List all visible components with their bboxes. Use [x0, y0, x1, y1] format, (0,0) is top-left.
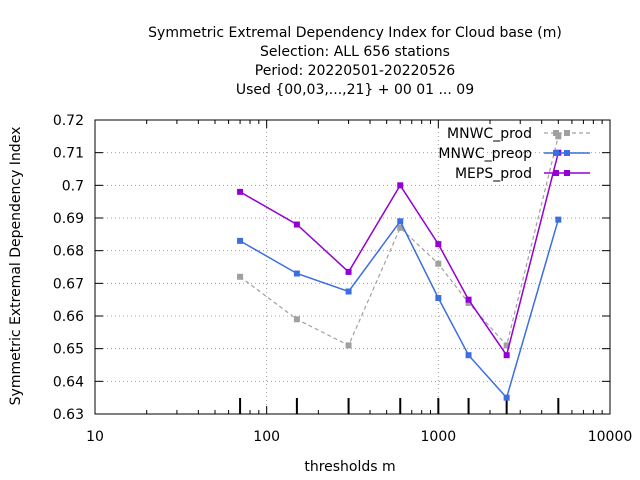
legend-label: MNWC_preop — [438, 146, 532, 162]
series-line-meps-prod — [239, 152, 560, 357]
data-point-mnwc-prod — [293, 316, 300, 323]
y-tick-label: 0.64 — [53, 374, 84, 390]
plot-border — [94, 119, 611, 415]
title-line: Used {00,03,...,21} + 00 01 ... 09 — [236, 82, 474, 98]
data-point-mnwc-prod — [435, 260, 442, 267]
x-tick-label: 10 — [86, 429, 104, 445]
legend-marker — [564, 150, 570, 156]
legend-marker — [564, 170, 570, 176]
series-line-mnwc-preop — [239, 219, 560, 400]
data-point-meps-prod — [237, 188, 244, 195]
data-point-mnwc-prod — [465, 299, 472, 306]
chart-legend: MNWC_prod MNWC_preop MEPS_prod — [438, 126, 590, 182]
chart-title: Symmetric Extremal Dependency Index for … — [148, 25, 562, 98]
data-point-mnwc-preop — [465, 352, 472, 359]
y-tick-label: 0.65 — [53, 342, 84, 358]
y-tick-label: 0.72 — [53, 113, 84, 129]
chart-series — [237, 133, 562, 401]
data-point-meps-prod — [465, 296, 472, 303]
data-point-mnwc-prod — [237, 273, 244, 280]
x-tick-label: 1000 — [421, 429, 457, 445]
legend-label: MNWC_prod — [447, 126, 532, 142]
y-tick-label: 0.66 — [53, 309, 84, 325]
data-point-mnwc-preop — [435, 295, 442, 302]
data-point-mnwc-preop — [555, 216, 562, 223]
x-axis-label: thresholds m — [304, 459, 395, 475]
data-point-meps-prod — [397, 182, 404, 189]
y-axis-label: Symmetric Extremal Dependency Index — [8, 127, 24, 406]
data-point-mnwc-preop — [237, 237, 244, 244]
y-axis-ticks: 0.63 0.64 0.65 0.66 0.67 0.68 0.69 0.7 0.71 0.72 — [53, 113, 610, 423]
data-point-meps-prod — [435, 241, 442, 248]
legend-marker — [553, 130, 559, 136]
legend-marker — [553, 150, 559, 156]
title-line: Period: 20220501-20220526 — [255, 63, 455, 79]
title-line: Selection: ALL 656 stations — [260, 44, 450, 60]
y-tick-label: 0.69 — [53, 211, 84, 227]
legend-marker — [553, 170, 559, 176]
y-tick-label: 0.7 — [62, 178, 84, 194]
y-tick-label: 0.67 — [53, 276, 84, 292]
x-axis-ticks: 10 100 1000 10000 — [86, 120, 632, 445]
x-tick-label: 10000 — [588, 429, 633, 445]
chart-grid — [95, 120, 610, 414]
data-point-meps-prod — [293, 221, 300, 228]
legend-label: MEPS_prod — [455, 166, 532, 182]
y-tick-label: 0.63 — [53, 407, 84, 423]
y-tick-label: 0.68 — [53, 244, 84, 260]
data-point-meps-prod — [345, 268, 352, 275]
data-point-mnwc-prod — [503, 342, 510, 349]
x-tick-label: 100 — [253, 429, 280, 445]
plot-frame — [94, 119, 611, 415]
data-point-mnwc-preop — [397, 218, 404, 225]
data-point-meps-prod — [503, 352, 510, 359]
title-line: Symmetric Extremal Dependency Index for … — [148, 25, 562, 41]
data-point-mnwc-preop — [293, 270, 300, 277]
data-point-mnwc-prod — [397, 224, 404, 231]
data-point-mnwc-prod — [555, 133, 562, 140]
series-line-mnwc-prod — [239, 136, 559, 347]
data-point-mnwc-prod — [345, 342, 352, 349]
data-point-mnwc-preop — [503, 394, 510, 401]
data-point-mnwc-preop — [345, 288, 352, 295]
legend-marker — [564, 130, 570, 136]
threshold-marks — [239, 398, 560, 414]
y-tick-label: 0.71 — [53, 146, 84, 162]
